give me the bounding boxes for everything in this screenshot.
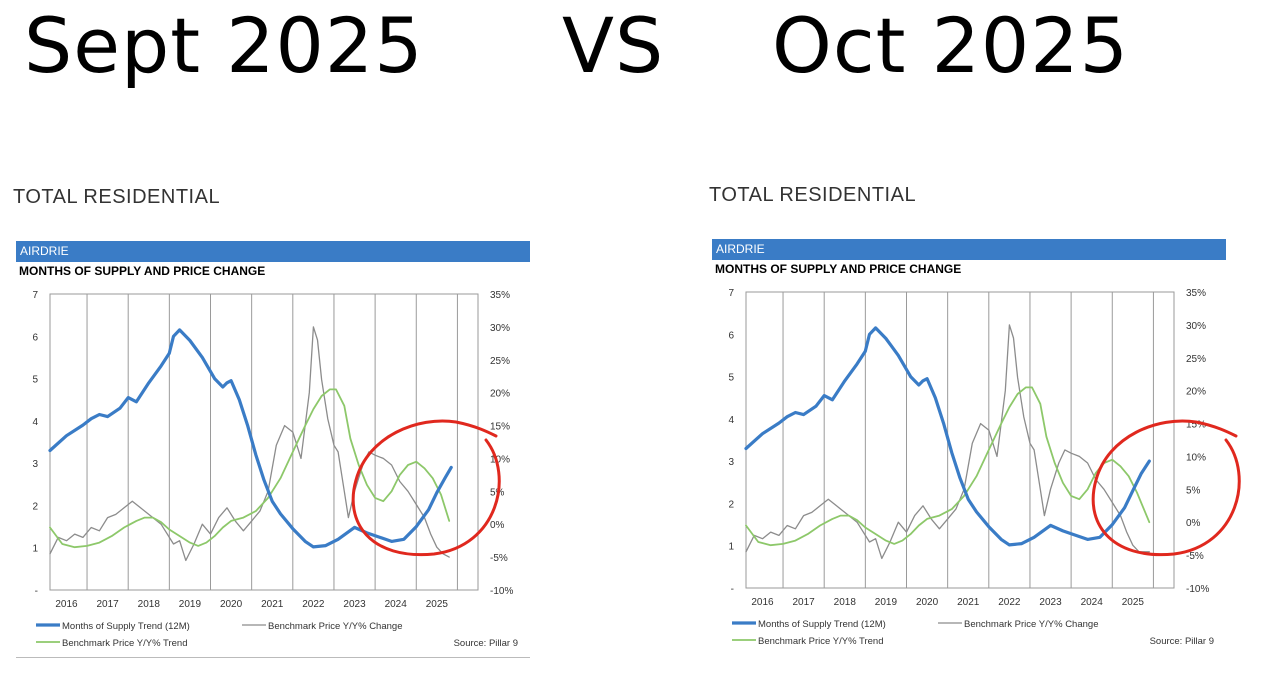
x-tick-label: 2016 [751, 597, 774, 608]
months-of-supply-chart: 2016 2017 2018 2019 2020 2021 2022 2023 2024 2025… [32, 290, 518, 649]
left-axis-tick-label: 7 [728, 288, 734, 299]
right-axis-tick-label: -10% [1186, 584, 1209, 595]
legend-label: Benchmark Price Y/Y% Trend [62, 638, 188, 649]
x-tick-label: 2024 [1081, 597, 1104, 608]
right-axis-tick-label: -5% [1186, 551, 1204, 562]
legend-label: Benchmark Price Y/Y% Change [964, 619, 1098, 630]
annotation-circle [1091, 419, 1241, 557]
right-axis-tick-label: 30% [1186, 321, 1206, 332]
x-tick-label: 2018 [834, 597, 857, 608]
x-tick-label: 2019 [875, 597, 898, 608]
market-label-bar: AIRDRIE [16, 241, 530, 262]
x-tick-label: 2020 [916, 597, 939, 608]
left-axis-tick-label: 2 [32, 501, 38, 512]
right-axis-tick-label: 20% [1186, 387, 1206, 398]
right-axis-tick-label: 10% [490, 454, 510, 465]
x-tick-label: 2024 [385, 599, 408, 610]
left-axis-tick-label: 1 [32, 544, 38, 555]
left-axis-tick-label: 3 [728, 457, 734, 468]
series-line-months-of-supply [744, 326, 1151, 547]
bottom-divider [16, 657, 530, 658]
x-tick-label: 2025 [1122, 597, 1145, 608]
chart-heading: MONTHS OF SUPPLY AND PRICE CHANGE [715, 262, 962, 276]
series-line-months-of-supply [48, 328, 453, 549]
chart-panel-left: TOTAL RESIDENTIAL AIRDRIE MONTHS OF SUPP… [10, 170, 550, 670]
x-tick-label: 2022 [302, 599, 325, 610]
right-axis-tick-label: 25% [490, 356, 510, 367]
legend-label: Months of Supply Trend (12M) [62, 621, 190, 632]
headline-versus: VS [562, 1, 665, 90]
left-axis-tick-label: - [731, 584, 734, 595]
annotation-circle [351, 419, 501, 557]
plot-frame [745, 291, 1175, 589]
x-tick-label: 2019 [179, 599, 202, 610]
x-tick-label: 2025 [426, 599, 449, 610]
right-axis-tick-label: 10% [1186, 452, 1206, 463]
right-axis-tick-label: -10% [490, 586, 513, 597]
section-title: TOTAL RESIDENTIAL [709, 184, 917, 206]
x-tick-label: 2017 [96, 599, 119, 610]
x-tick-label: 2020 [220, 599, 243, 610]
right-axis-tick-label: 0% [490, 520, 505, 531]
left-axis-tick-label: 2 [728, 499, 734, 510]
right-axis-tick-label: 30% [490, 323, 510, 334]
source-note: Source: Pillar 9 [1150, 636, 1214, 647]
legend-label: Benchmark Price Y/Y% Trend [758, 636, 884, 647]
left-axis-tick-label: 6 [32, 332, 38, 343]
left-axis-tick-label: 4 [32, 417, 38, 428]
x-tick-label: 2023 [343, 599, 366, 610]
left-axis-tick-label: 5 [32, 375, 38, 386]
right-axis-tick-label: 15% [490, 422, 510, 433]
left-axis-tick-label: - [35, 586, 38, 597]
left-axis-tick-label: 4 [728, 415, 734, 426]
months-of-supply-chart: 2016 2017 2018 2019 2020 2021 2022 2023 2024 2025… [728, 288, 1241, 647]
x-tick-label: 2021 [957, 597, 980, 608]
right-axis-tick-label: 5% [1186, 485, 1201, 496]
right-axis-tick-label: 35% [490, 290, 510, 301]
legend-label: Benchmark Price Y/Y% Change [268, 621, 402, 632]
left-axis-tick-label: 1 [728, 542, 734, 553]
plot-frame [49, 293, 479, 591]
left-axis-tick-label: 3 [32, 459, 38, 470]
x-tick-label: 2022 [998, 597, 1021, 608]
right-axis-tick-label: 15% [1186, 420, 1206, 431]
x-tick-label: 2017 [792, 597, 815, 608]
series-line-price-trend [49, 388, 451, 549]
left-axis-tick-label: 7 [32, 290, 38, 301]
headline-right-period: Oct 2025 [772, 1, 1129, 90]
right-axis-tick-label: 35% [1186, 288, 1206, 299]
market-label-bar: AIRDRIE [712, 239, 1226, 260]
legend-label: Months of Supply Trend (12M) [758, 619, 886, 630]
left-axis-tick-label: 5 [728, 373, 734, 384]
source-note: Source: Pillar 9 [454, 638, 518, 649]
section-title: TOTAL RESIDENTIAL [13, 186, 221, 208]
x-tick-label: 2023 [1039, 597, 1062, 608]
chart-heading: MONTHS OF SUPPLY AND PRICE CHANGE [19, 264, 266, 278]
headline-left-period: Sept 2025 [24, 1, 424, 90]
right-axis-tick-label: 20% [490, 389, 510, 400]
right-axis-tick-label: 25% [1186, 354, 1206, 365]
x-tick-label: 2021 [261, 599, 284, 610]
series-line-price-change [49, 326, 450, 562]
x-tick-label: 2018 [138, 599, 161, 610]
series-line-price-trend [745, 386, 1151, 547]
x-tick-label: 2016 [55, 599, 78, 610]
series-line-price-change [745, 324, 1150, 560]
right-axis-tick-label: 0% [1186, 518, 1201, 529]
right-axis-tick-label: -5% [490, 553, 508, 564]
left-axis-tick-label: 6 [728, 330, 734, 341]
chart-panel-right: TOTAL RESIDENTIAL AIRDRIE MONTHS OF SUPP… [706, 168, 1246, 668]
